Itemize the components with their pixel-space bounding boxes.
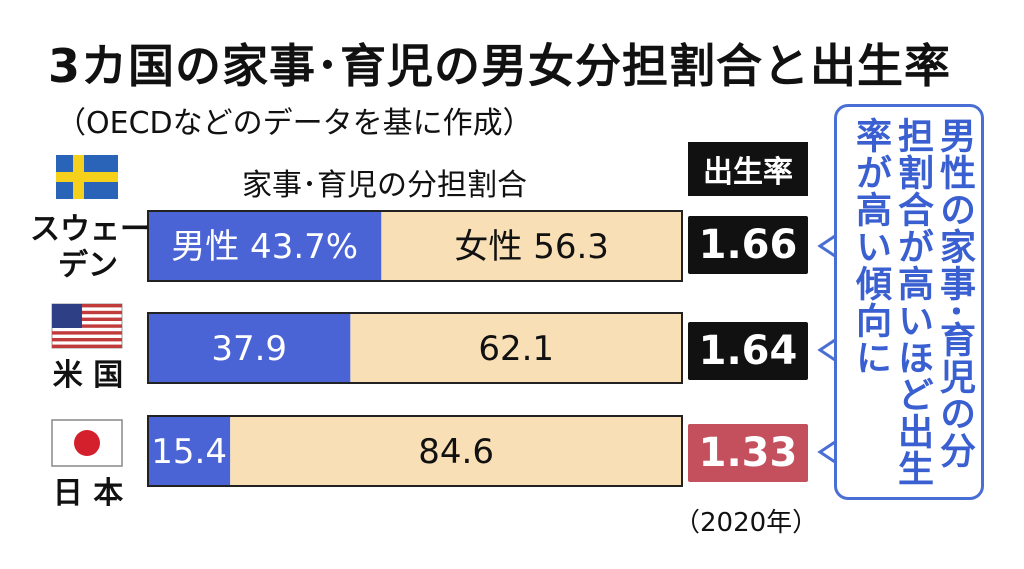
bar-outline [147, 210, 683, 282]
birth-rate-value: 1.33 [688, 424, 808, 482]
male-share-label: 37.9 [211, 329, 287, 369]
bar-female [350, 313, 682, 383]
birth-rate-value: 1.64 [688, 322, 808, 380]
bar-female [381, 211, 682, 281]
country-label-japan: 日 本 [52, 476, 124, 511]
chart-title: 3カ国の家事･育児の男女分担割合と出生率 [48, 39, 952, 93]
male-share-label: 15.4 [151, 432, 227, 472]
callout-text: 男性の家事･育児の分担割合が高いほど出生率が高い傾向に [850, 117, 975, 487]
chart-subtitle: （OECDなどのデータを基に作成） [56, 106, 533, 141]
country-label-sweden: スウェー デン [30, 212, 150, 283]
bar-male [148, 211, 382, 281]
japan-flag [51, 419, 123, 467]
year-note: （2020年） [674, 508, 819, 538]
callout-box: 男性の家事･育児の分担割合が高いほど出生率が高い傾向に [834, 104, 984, 500]
country-label-usa: 米 国 [52, 358, 124, 393]
birth-rate-value: 1.66 [688, 216, 808, 274]
female-share-label: 女性 56.3 [454, 227, 609, 267]
bar-male [148, 313, 351, 383]
bar-male [148, 416, 231, 486]
bar-outline [147, 415, 683, 487]
female-share-label: 84.6 [418, 432, 494, 472]
female-share-label: 62.1 [478, 329, 554, 369]
bar-outline [147, 312, 683, 384]
sweden-flag [56, 155, 118, 199]
bar-section-header: 家事･育児の分担割合 [242, 168, 527, 203]
bar-female [230, 416, 682, 486]
usa-flag [51, 303, 123, 349]
birth-rate-header: 出生率 [688, 142, 808, 196]
male-share-label: 男性 43.7% [171, 227, 358, 267]
